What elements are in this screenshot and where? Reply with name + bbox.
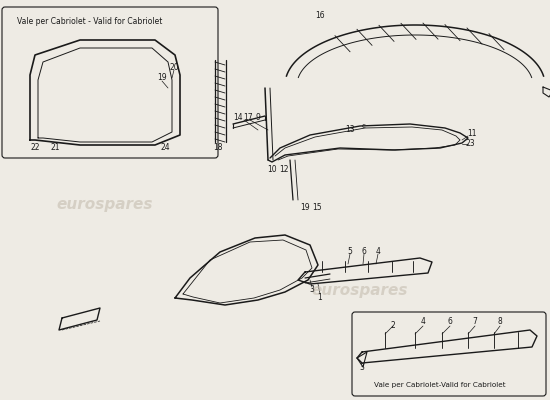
Text: Vale per Cabriolet-Valid for Cabriolet: Vale per Cabriolet-Valid for Cabriolet	[374, 382, 506, 388]
Text: 3: 3	[360, 364, 365, 372]
Text: 8: 8	[498, 318, 502, 326]
Text: 4: 4	[421, 318, 426, 326]
Text: 11: 11	[468, 128, 477, 138]
Text: 19: 19	[157, 74, 167, 82]
Text: 14: 14	[233, 114, 243, 122]
Text: 3: 3	[310, 286, 315, 294]
Text: 6: 6	[361, 248, 366, 256]
Text: 2: 2	[390, 320, 395, 330]
Text: 22: 22	[30, 144, 40, 152]
Text: 17: 17	[243, 114, 253, 122]
Text: 15: 15	[312, 204, 322, 212]
Text: 16: 16	[315, 12, 325, 20]
Text: 24: 24	[160, 144, 170, 152]
Text: 9: 9	[256, 114, 261, 122]
Text: 12: 12	[279, 166, 289, 174]
Text: 6: 6	[448, 318, 453, 326]
Text: 1: 1	[318, 292, 322, 302]
Text: 19: 19	[300, 204, 310, 212]
Text: 18: 18	[213, 144, 223, 152]
Text: 23: 23	[465, 140, 475, 148]
Text: eurospares: eurospares	[57, 198, 153, 212]
Text: 13: 13	[345, 126, 355, 134]
Text: 20: 20	[169, 62, 179, 72]
Text: 5: 5	[348, 248, 353, 256]
Text: 10: 10	[267, 166, 277, 174]
Text: Vale per Cabriolet - Valid for Cabriolet: Vale per Cabriolet - Valid for Cabriolet	[17, 18, 163, 26]
Text: 4: 4	[376, 248, 381, 256]
Text: eurospares: eurospares	[312, 282, 408, 298]
Text: c: c	[362, 123, 366, 129]
Text: 21: 21	[50, 144, 60, 152]
Text: 7: 7	[472, 318, 477, 326]
